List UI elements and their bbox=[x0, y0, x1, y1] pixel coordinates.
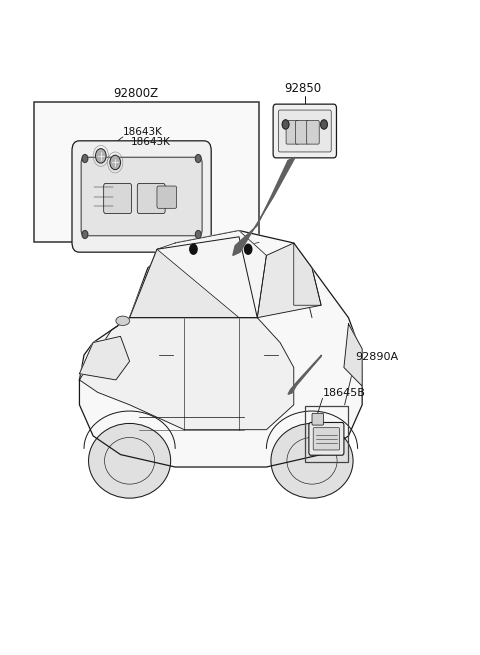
Polygon shape bbox=[294, 243, 321, 305]
FancyBboxPatch shape bbox=[312, 413, 324, 425]
Ellipse shape bbox=[89, 424, 171, 498]
Circle shape bbox=[82, 155, 88, 162]
Circle shape bbox=[190, 244, 197, 254]
FancyBboxPatch shape bbox=[286, 121, 299, 144]
Circle shape bbox=[195, 155, 201, 162]
Ellipse shape bbox=[271, 424, 353, 498]
Polygon shape bbox=[233, 157, 295, 255]
Text: 18643K: 18643K bbox=[123, 127, 163, 137]
Polygon shape bbox=[257, 243, 321, 318]
Circle shape bbox=[321, 120, 327, 129]
FancyBboxPatch shape bbox=[313, 428, 340, 450]
Ellipse shape bbox=[116, 316, 130, 326]
Text: 92800Z: 92800Z bbox=[113, 87, 158, 100]
FancyBboxPatch shape bbox=[137, 183, 165, 214]
Text: 92890A: 92890A bbox=[355, 352, 398, 362]
FancyBboxPatch shape bbox=[104, 183, 132, 214]
FancyBboxPatch shape bbox=[72, 141, 211, 252]
FancyBboxPatch shape bbox=[296, 121, 308, 144]
Circle shape bbox=[96, 149, 106, 163]
Circle shape bbox=[82, 231, 88, 238]
Text: 18645B: 18645B bbox=[323, 388, 365, 398]
Circle shape bbox=[282, 120, 289, 129]
Circle shape bbox=[195, 231, 201, 238]
FancyBboxPatch shape bbox=[278, 110, 331, 152]
Circle shape bbox=[110, 155, 120, 170]
FancyBboxPatch shape bbox=[81, 157, 202, 236]
FancyBboxPatch shape bbox=[157, 186, 177, 208]
FancyBboxPatch shape bbox=[273, 104, 336, 158]
Polygon shape bbox=[157, 231, 266, 318]
Polygon shape bbox=[288, 355, 322, 394]
Bar bbox=[34, 102, 259, 242]
FancyBboxPatch shape bbox=[309, 422, 344, 455]
Bar bbox=[305, 406, 348, 462]
Text: 92850: 92850 bbox=[284, 82, 321, 95]
FancyBboxPatch shape bbox=[307, 121, 319, 144]
Polygon shape bbox=[344, 324, 362, 386]
Text: 18643K: 18643K bbox=[131, 138, 170, 147]
Polygon shape bbox=[80, 318, 294, 430]
Polygon shape bbox=[130, 237, 257, 318]
Polygon shape bbox=[80, 337, 130, 380]
Polygon shape bbox=[80, 231, 362, 467]
Circle shape bbox=[244, 244, 252, 254]
